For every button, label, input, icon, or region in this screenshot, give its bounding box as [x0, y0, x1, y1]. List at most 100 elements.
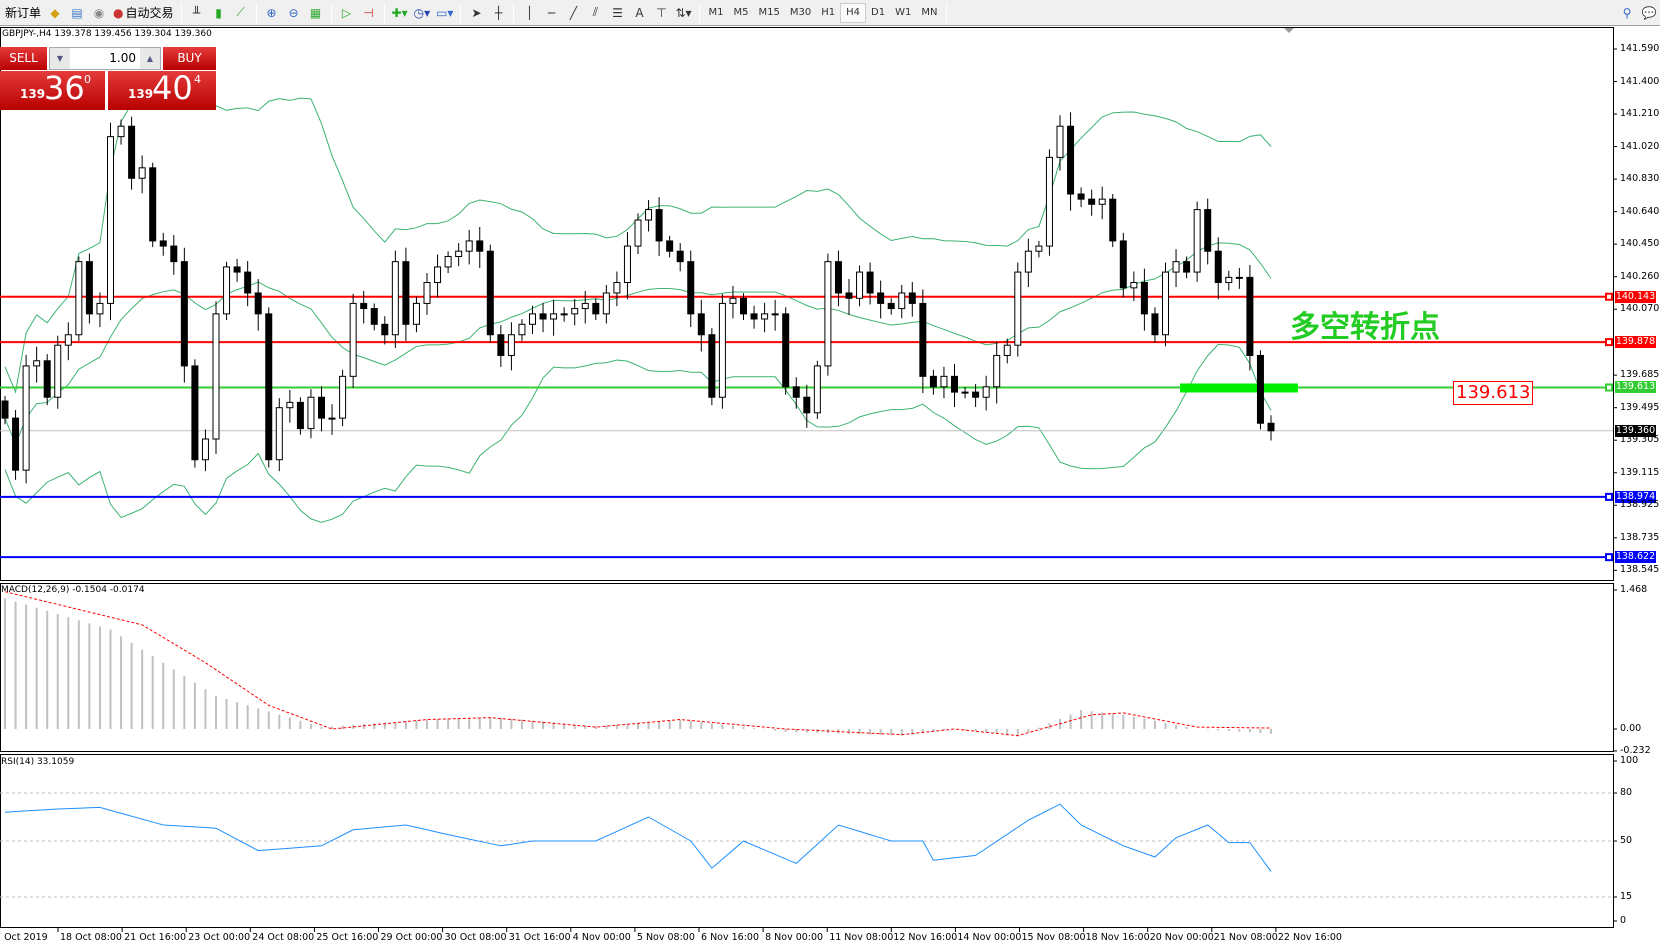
sell-price-button[interactable]: 139 36 0 [0, 69, 105, 110]
zoom-out-icon[interactable]: ⊖ [288, 5, 299, 20]
time-axis-label: 22 Nov 16:00 [1277, 932, 1342, 943]
candle [792, 377, 800, 409]
candle-body-bull [275, 407, 283, 461]
annotation-price-box[interactable]: 139.613 [1453, 381, 1534, 405]
annotation-text[interactable]: 多空转折点 [1290, 310, 1440, 345]
line-chart-icon[interactable]: ⟋ [236, 5, 245, 19]
price-axis-label: 139.495 [1620, 401, 1660, 413]
chart-shift-marker [1284, 28, 1294, 33]
candle [370, 303, 378, 331]
experts-icon[interactable]: ◆ [50, 5, 60, 20]
text-label-icon[interactable]: ⊤ [656, 5, 667, 20]
candle [951, 363, 958, 408]
candle-body-bear [497, 334, 505, 356]
candle [391, 250, 399, 348]
candle-body-bear [1, 400, 9, 419]
candle-body-bull [1024, 250, 1032, 273]
history-center-icon[interactable]: ▤ [71, 5, 83, 20]
auto-trading-icon: ● [113, 5, 124, 20]
candle [634, 213, 642, 254]
timeframe-w1[interactable]: W1 [895, 7, 912, 18]
sell-button[interactable]: SELL [0, 47, 47, 70]
signals-icon[interactable]: ◉ [93, 5, 105, 20]
volume-stepper[interactable]: ▼ 1.00 ▲ [49, 47, 161, 70]
candle-body-bear [792, 386, 800, 398]
timeframe-mn[interactable]: MN [921, 7, 938, 18]
candlestick-icon[interactable]: ▮ [215, 5, 222, 20]
candle-body-bull [96, 302, 104, 315]
horizontal-line-icon[interactable]: ─ [547, 5, 556, 20]
timeframe-m1[interactable]: M1 [708, 7, 724, 18]
candle [307, 389, 315, 439]
chart-shift-icon[interactable]: ⊣ [363, 5, 374, 20]
timeframe-m30[interactable]: M30 [789, 7, 812, 18]
candle-body-bull [212, 313, 220, 440]
candle-body-bear [191, 365, 199, 461]
time-axis-label: 5 Nov 08:00 [636, 932, 695, 943]
candle [887, 298, 895, 315]
candle [434, 254, 442, 298]
crosshair-icon[interactable]: ┼ [494, 5, 503, 20]
candle-body-bear [85, 261, 93, 315]
timeframe-h4[interactable]: H4 [840, 2, 867, 23]
fibonacci-icon[interactable]: ☰ [612, 5, 623, 20]
candle [286, 389, 294, 423]
candle [1235, 267, 1243, 289]
arrows-icon[interactable]: ⇅▾ [675, 5, 692, 20]
time-axis-label: 21 Nov 08:00 [1213, 932, 1278, 943]
volume-input[interactable]: 1.00 [109, 51, 136, 65]
zoom-in-icon[interactable]: ⊕ [266, 5, 277, 20]
time-axis-label: 11 Nov 08:00 [829, 932, 894, 943]
candle [1, 395, 9, 425]
buy-button[interactable]: BUY [163, 47, 216, 70]
tile-windows-icon[interactable]: ▦ [309, 5, 322, 20]
candle [244, 261, 252, 307]
candle [1088, 189, 1096, 216]
periods-icon[interactable]: ◷▾ [413, 5, 431, 20]
candle-body-bull [771, 313, 779, 316]
timeframe-m5[interactable]: M5 [733, 7, 749, 18]
templates-icon[interactable]: ▭▾ [436, 5, 454, 20]
text-icon[interactable]: A [635, 5, 644, 20]
timeframe-m15[interactable]: M15 [758, 7, 780, 18]
trendline-icon[interactable]: ╱ [569, 5, 578, 20]
candle [128, 116, 136, 190]
price-axis-label: 139.115 [1620, 466, 1660, 478]
candle [1256, 350, 1264, 430]
auto-trading-button[interactable]: ● 自动交易 [113, 5, 174, 21]
volume-up-button[interactable]: ▲ [140, 48, 160, 69]
candle-body-bull [117, 125, 125, 138]
candle-body-bear [740, 297, 747, 315]
candle [771, 299, 779, 331]
candle-body-bull [623, 245, 631, 284]
chart-canvas[interactable] [0, 27, 1660, 945]
candle [539, 302, 547, 333]
candle [1119, 232, 1127, 298]
volume-down-button[interactable]: ▼ [50, 48, 70, 69]
timeframe-h1[interactable]: H1 [821, 7, 836, 18]
candle [412, 296, 420, 333]
search-icon[interactable]: ⚲ [1622, 5, 1632, 20]
candle-body-bull [718, 302, 726, 398]
price-axis-label: 141.210 [1620, 108, 1660, 120]
candle [486, 244, 494, 343]
cursor-icon[interactable]: ➤ [471, 5, 482, 20]
indicators-icon[interactable]: ✚▾ [391, 5, 408, 20]
candle-body-bull [613, 282, 621, 294]
auto-scroll-icon[interactable]: ▷ [341, 5, 352, 20]
chat-icon[interactable]: 💬 [1641, 5, 1657, 20]
candle [254, 279, 262, 331]
candle-body-bull [1035, 245, 1043, 252]
equidistant-channel-icon[interactable]: ⫽ [592, 5, 599, 19]
candle [856, 265, 864, 307]
candle [1035, 240, 1043, 258]
candle-body-bull [1045, 156, 1053, 247]
new-order-button[interactable]: 新订单 [5, 6, 42, 20]
line-handle [1605, 292, 1613, 301]
timeframe-d1[interactable]: D1 [871, 7, 886, 18]
candle-body-bear [1140, 282, 1148, 315]
vertical-line-icon[interactable]: │ [525, 5, 534, 20]
bar-chart-icon[interactable]: ╨ [192, 5, 201, 20]
buy-price-button[interactable]: 139 40 4 [108, 69, 216, 110]
candle [507, 322, 515, 371]
